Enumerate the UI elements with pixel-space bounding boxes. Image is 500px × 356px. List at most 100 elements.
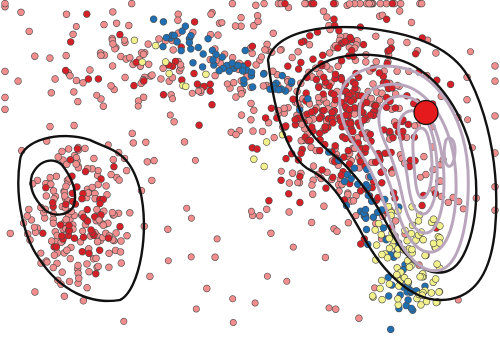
scatter-point-dark bbox=[372, 102, 379, 109]
scatter-point-light bbox=[397, 0, 404, 7]
scatter-point-light bbox=[301, 0, 308, 7]
scatter-point-dark bbox=[310, 0, 317, 7]
scatter-point-light bbox=[103, 183, 110, 190]
scatter-point-dark bbox=[296, 173, 303, 180]
scatter-point-blue bbox=[351, 165, 358, 172]
scatter-point-light bbox=[188, 215, 194, 221]
scatter-point-light bbox=[113, 20, 120, 27]
scatter-point-light bbox=[289, 170, 296, 177]
scatter-point-light bbox=[286, 209, 293, 216]
scatter-point-light bbox=[93, 255, 100, 262]
scatter-point-yellow bbox=[369, 293, 376, 300]
scatter-point-light bbox=[387, 39, 394, 46]
scatter-point-light bbox=[87, 67, 94, 74]
scatter-point-dark bbox=[131, 82, 138, 89]
scatter-point-light bbox=[25, 206, 32, 213]
scatter-point-light bbox=[464, 117, 470, 123]
scatter-point-dark bbox=[342, 135, 349, 142]
scatter-point-light bbox=[195, 88, 201, 94]
scatter-point-dark bbox=[111, 163, 118, 170]
scatter-point-light bbox=[125, 22, 132, 29]
scatter-point-light bbox=[94, 238, 101, 245]
scatter-point-light bbox=[184, 205, 190, 211]
scatter-point-light bbox=[73, 154, 79, 160]
scatter-point-dark bbox=[315, 84, 322, 91]
scatter-point-light bbox=[278, 168, 284, 174]
scatter-point-light bbox=[26, 28, 33, 35]
scatter-point-light bbox=[55, 154, 62, 161]
scatter-point-dark bbox=[262, 115, 269, 122]
scatter-point-light bbox=[95, 263, 102, 270]
scatter-point-dark bbox=[268, 105, 275, 112]
scatter-point-yellow bbox=[386, 245, 393, 252]
scatter-point-light bbox=[334, 228, 341, 235]
scatter-point-dark bbox=[347, 34, 354, 41]
scatter-point-dark bbox=[347, 120, 354, 127]
scatter-point-blue bbox=[249, 84, 256, 91]
scatter-point-light bbox=[289, 54, 296, 61]
scatter-point-dark bbox=[283, 155, 290, 162]
scatter-point-dark bbox=[334, 45, 341, 52]
scatter-point-dark bbox=[348, 98, 355, 105]
scatter-point-light bbox=[100, 103, 107, 110]
scatter-point-light bbox=[70, 89, 77, 96]
scatter-point-yellow bbox=[395, 295, 402, 302]
scatter-point-blue bbox=[182, 23, 189, 30]
scatter-point-light bbox=[252, 300, 258, 306]
scatter-point-light bbox=[308, 219, 315, 226]
scatter-point-yellow bbox=[377, 285, 384, 292]
scatter-point-light bbox=[394, 68, 401, 75]
scatter-point-light bbox=[126, 209, 133, 216]
scatter-point-light bbox=[396, 8, 403, 15]
scatter-point-dark bbox=[338, 76, 345, 83]
scatter-point-light bbox=[332, 306, 339, 313]
scatter-point-yellow bbox=[418, 302, 425, 309]
scatter-point-dark bbox=[360, 41, 367, 48]
scatter-point-dark bbox=[266, 197, 273, 204]
scatter-point-dark bbox=[392, 105, 399, 112]
scatter-point-blue bbox=[219, 54, 226, 61]
scatter-point-dark bbox=[140, 78, 147, 85]
scatter-point-dark bbox=[82, 168, 89, 175]
scatter-point-light bbox=[264, 273, 270, 279]
scatter-point-light bbox=[110, 41, 117, 48]
scatter-point-dark bbox=[332, 71, 339, 78]
scatter-point-dark bbox=[405, 121, 412, 128]
scatter-point-light bbox=[256, 212, 263, 219]
scatter-point-light bbox=[167, 112, 173, 118]
scatter-point-dark bbox=[357, 241, 364, 248]
scatter-point-light bbox=[255, 18, 262, 25]
scatter-point-light bbox=[215, 32, 222, 39]
scatter-point-light bbox=[2, 94, 9, 101]
scatter-point-light bbox=[43, 193, 50, 200]
scatter-point-dark bbox=[88, 227, 95, 234]
scatter-point-dark bbox=[298, 39, 305, 46]
scatter-point-dark bbox=[329, 174, 336, 181]
scatter-point-light bbox=[63, 183, 70, 190]
scatter-point-light bbox=[286, 180, 293, 187]
scatter-point-light bbox=[15, 78, 22, 85]
scatter-point-yellow bbox=[379, 296, 386, 303]
scatter-point-dark bbox=[310, 56, 317, 63]
scatter-point-dark bbox=[308, 109, 315, 116]
scatter-point-light bbox=[145, 61, 152, 68]
scatter-point-dark bbox=[332, 142, 339, 149]
scatter-point-light bbox=[248, 116, 255, 123]
scatter-point-light bbox=[377, 0, 384, 7]
scatter-point-light bbox=[259, 128, 266, 135]
scatter-point-light bbox=[158, 76, 165, 83]
scatter-point-light bbox=[233, 131, 240, 138]
scatter-point-dark bbox=[62, 201, 69, 208]
scatter-point-light bbox=[193, 306, 199, 312]
scatter-point-light bbox=[2, 106, 9, 113]
scatter-point-light bbox=[232, 23, 239, 30]
scatter-point-blue bbox=[248, 69, 255, 76]
scatter-point-blue bbox=[240, 77, 247, 84]
scatter-point-yellow bbox=[405, 278, 412, 285]
scatter-point-light bbox=[151, 157, 158, 164]
scatter-point-light bbox=[373, 58, 380, 65]
scatter-point-dark bbox=[298, 150, 305, 157]
scatter-point-dark bbox=[367, 112, 374, 119]
scatter-point-dark bbox=[307, 137, 314, 144]
scatter-point-yellow bbox=[386, 235, 393, 242]
